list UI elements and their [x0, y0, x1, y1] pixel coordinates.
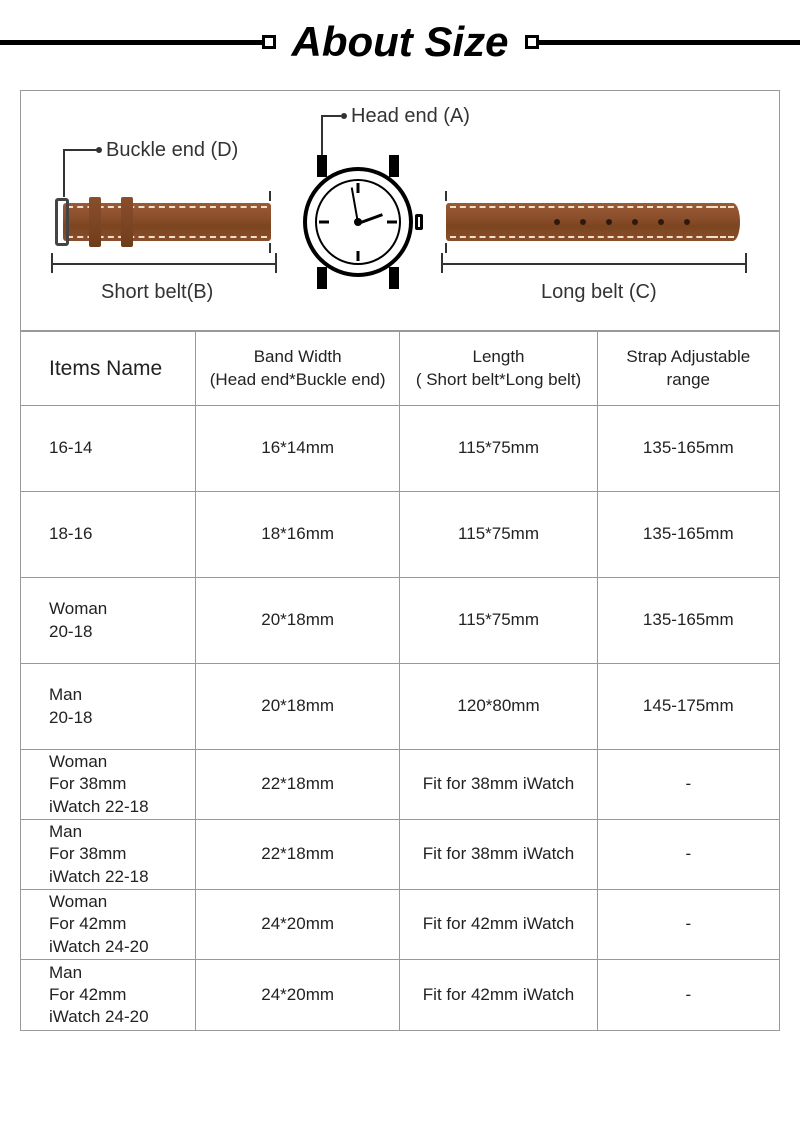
- cell-band: 24*20mm: [195, 960, 400, 1030]
- title-bar: About Size: [0, 0, 800, 80]
- dim-b-tick-r: [275, 253, 277, 273]
- tick-head-top-2: [445, 191, 447, 201]
- cell-length: 115*75mm: [400, 406, 597, 492]
- cell-name: Man For 38mm iWatch 22-18: [21, 820, 195, 890]
- dim-b-line: [51, 263, 276, 265]
- label-buckle-end: Buckle end (D): [106, 139, 238, 162]
- tick-head-top-1: [269, 191, 271, 201]
- cell-name: 18-16: [21, 492, 195, 578]
- col-length: Length ( Short belt*Long belt): [400, 332, 597, 406]
- page-title: About Size: [276, 18, 525, 66]
- cell-length: Fit for 42mm iWatch: [400, 960, 597, 1030]
- content-frame: Head end (A) Buckle end (D): [20, 90, 780, 1031]
- cell-length: Fit for 38mm iWatch: [400, 750, 597, 820]
- cell-name: Man For 42mm iWatch 24-20: [21, 960, 195, 1030]
- table-row: Woman 20-1820*18mm115*75mm135-165mm: [21, 578, 779, 664]
- label-head-end: Head end (A): [351, 105, 470, 128]
- col-items-name: Items Name: [21, 332, 195, 406]
- title-rule-right: [539, 40, 800, 45]
- cell-length: Fit for 38mm iWatch: [400, 820, 597, 890]
- cell-band: 18*16mm: [195, 492, 400, 578]
- cell-range: -: [597, 890, 779, 960]
- cell-name: 16-14: [21, 406, 195, 492]
- label-short-belt: Short belt(B): [101, 281, 213, 304]
- cell-band: 24*20mm: [195, 890, 400, 960]
- size-diagram: Head end (A) Buckle end (D): [21, 91, 779, 331]
- leader-h-head: [321, 115, 341, 117]
- table-row: 16-1416*14mm115*75mm135-165mm: [21, 406, 779, 492]
- cell-range: 135-165mm: [597, 492, 779, 578]
- table-row: 18-1618*16mm115*75mm135-165mm: [21, 492, 779, 578]
- label-long-belt: Long belt (C): [541, 281, 657, 304]
- dim-c-tick-r: [745, 253, 747, 273]
- title-rule-left: [0, 40, 262, 45]
- table-row: Man For 38mm iWatch 22-1822*18mmFit for …: [21, 820, 779, 890]
- table-body: 16-1416*14mm115*75mm135-165mm18-1618*16m…: [21, 406, 779, 1030]
- leader-dot-head: [341, 113, 347, 119]
- cell-name: Woman For 42mm iWatch 24-20: [21, 890, 195, 960]
- watch: [303, 167, 413, 277]
- table-row: Man For 42mm iWatch 24-2024*20mmFit for …: [21, 960, 779, 1030]
- size-table: Items Name Band Width (Head end*Buckle e…: [21, 331, 779, 1030]
- short-belt: [63, 203, 271, 241]
- table-row: Woman For 38mm iWatch 22-1822*18mmFit fo…: [21, 750, 779, 820]
- cell-range: 145-175mm: [597, 664, 779, 750]
- cell-range: 135-165mm: [597, 578, 779, 664]
- cell-band: 20*18mm: [195, 664, 400, 750]
- title-box-left: [262, 35, 276, 49]
- cell-range: -: [597, 960, 779, 1030]
- cell-length: 115*75mm: [400, 578, 597, 664]
- cell-band: 16*14mm: [195, 406, 400, 492]
- leader-h-buckle: [63, 149, 97, 151]
- cell-range: 135-165mm: [597, 406, 779, 492]
- cell-band: 20*18mm: [195, 578, 400, 664]
- dim-c-line: [441, 263, 746, 265]
- cell-name: Man 20-18: [21, 664, 195, 750]
- long-belt: [446, 203, 726, 241]
- leader-v-buckle: [63, 149, 65, 197]
- cell-name: Woman For 38mm iWatch 22-18: [21, 750, 195, 820]
- table-row: Woman For 42mm iWatch 24-2024*20mmFit fo…: [21, 890, 779, 960]
- cell-band: 22*18mm: [195, 820, 400, 890]
- tick-head-bot-2: [445, 243, 447, 253]
- cell-band: 22*18mm: [195, 750, 400, 820]
- cell-range: -: [597, 820, 779, 890]
- table-header-row: Items Name Band Width (Head end*Buckle e…: [21, 332, 779, 406]
- col-band-width: Band Width (Head end*Buckle end): [195, 332, 400, 406]
- table-row: Man 20-1820*18mm120*80mm145-175mm: [21, 664, 779, 750]
- tick-head-bot-1: [269, 243, 271, 253]
- cell-length: 115*75mm: [400, 492, 597, 578]
- cell-length: 120*80mm: [400, 664, 597, 750]
- cell-length: Fit for 42mm iWatch: [400, 890, 597, 960]
- cell-range: -: [597, 750, 779, 820]
- title-box-right: [525, 35, 539, 49]
- col-range: Strap Adjustable range: [597, 332, 779, 406]
- cell-name: Woman 20-18: [21, 578, 195, 664]
